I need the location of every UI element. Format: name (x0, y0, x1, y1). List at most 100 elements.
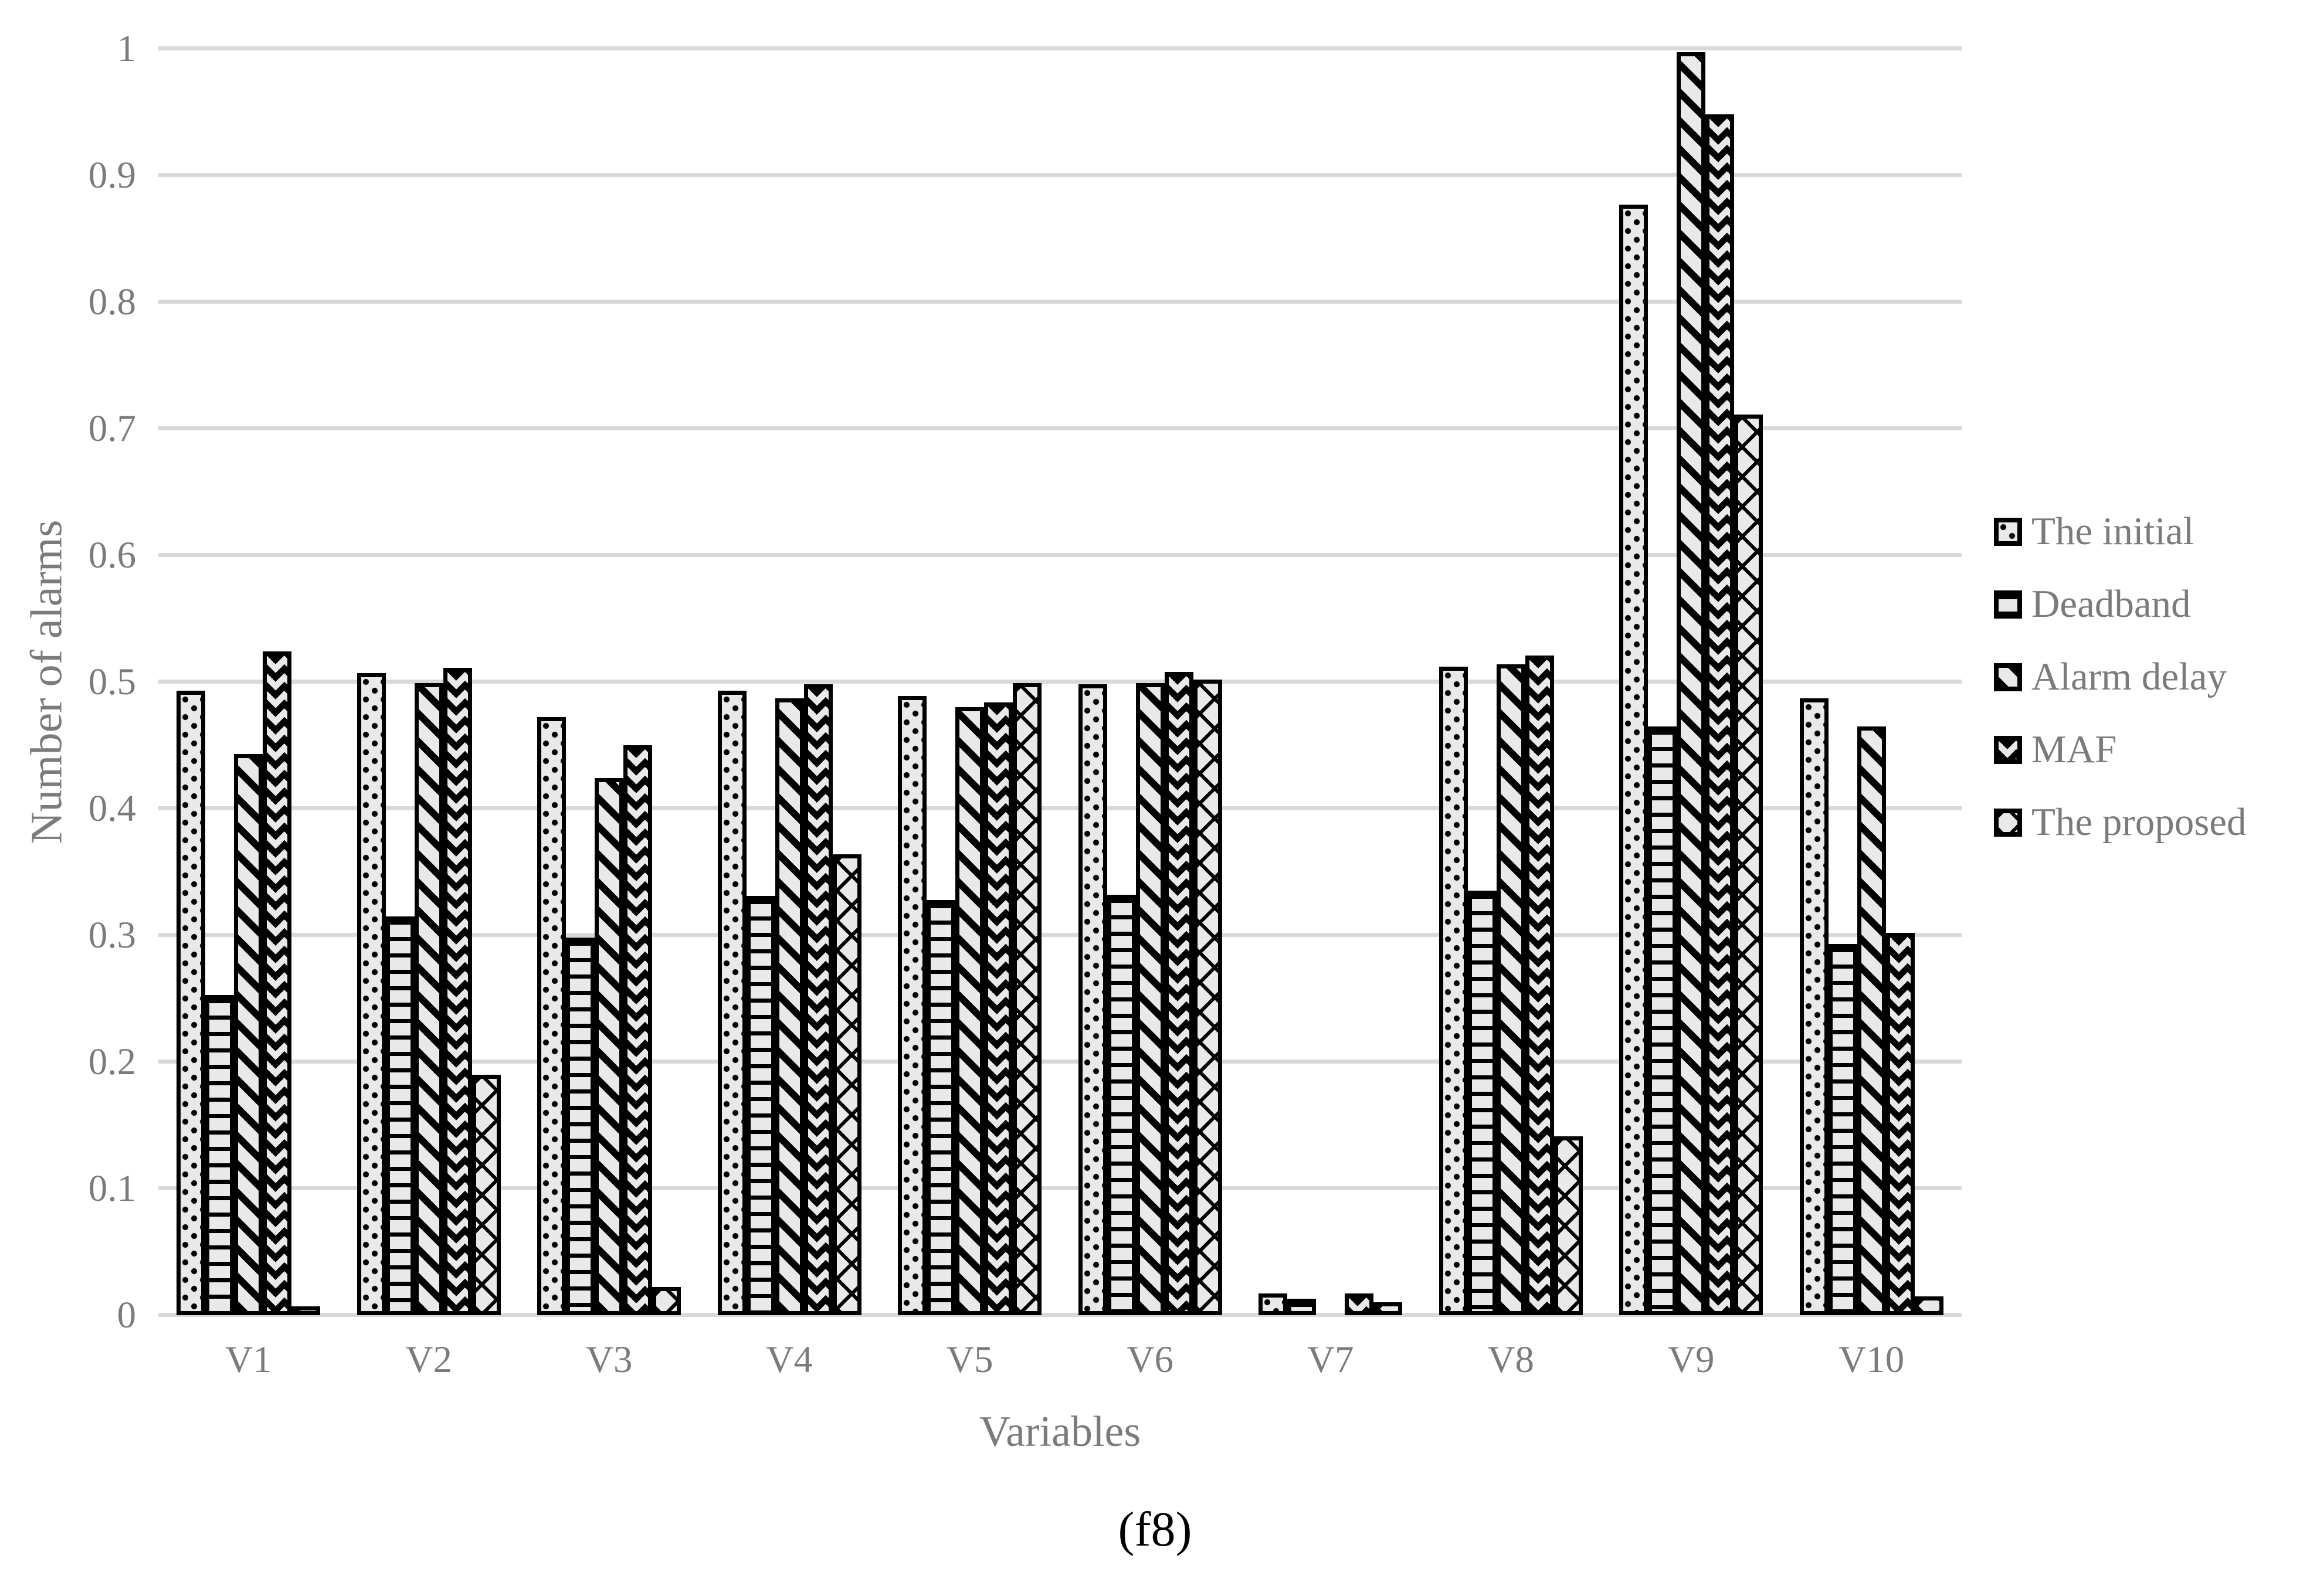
bar (832, 854, 861, 1315)
bar (898, 696, 927, 1315)
bar-group-v9 (1601, 49, 1782, 1315)
bar (263, 651, 292, 1315)
y-tick-label: 0.8 (88, 281, 136, 323)
gridline (158, 1060, 1962, 1064)
bar (595, 778, 624, 1315)
bar (414, 683, 443, 1315)
bar (1525, 656, 1554, 1315)
bar (803, 684, 833, 1315)
bar (234, 754, 263, 1315)
bar (291, 1306, 321, 1315)
bar-group-v7 (1240, 49, 1421, 1315)
legend-item: The initial (1994, 509, 2247, 554)
x-tick-label: V3 (586, 1339, 633, 1381)
bar (1496, 664, 1525, 1315)
legend-label: MAF (2031, 728, 2117, 771)
bar-group-v8 (1421, 49, 1602, 1315)
bar-group-v6 (1060, 49, 1241, 1315)
bar (357, 673, 386, 1315)
x-tick-label: V1 (225, 1339, 272, 1381)
y-tick-label: 0.5 (88, 661, 136, 703)
bar-group-v5 (880, 49, 1060, 1315)
bar (1648, 726, 1677, 1315)
legend-marker-icon (1994, 663, 2022, 691)
gridline (158, 426, 1962, 430)
y-tick-label: 1 (117, 28, 137, 70)
bar-group-v1 (158, 49, 339, 1315)
bar (205, 995, 235, 1315)
bar-group-v2 (339, 49, 520, 1315)
bar (566, 938, 595, 1315)
x-tick-label: V4 (766, 1339, 813, 1381)
bar (1553, 1136, 1583, 1315)
legend-item: MAF (1994, 727, 2247, 772)
x-tick-label: V5 (947, 1339, 993, 1381)
plot-area (158, 46, 1962, 1317)
bar (1734, 415, 1763, 1315)
gridline (158, 173, 1962, 177)
x-tick-label: V8 (1487, 1339, 1534, 1381)
bar (652, 1287, 681, 1315)
x-tick-label: V2 (405, 1339, 452, 1381)
bar (1619, 205, 1648, 1315)
bar (443, 668, 472, 1315)
bar (1164, 672, 1193, 1315)
gridline (158, 553, 1962, 557)
legend-label: Alarm delay (2031, 655, 2227, 698)
bar (746, 896, 775, 1315)
bar (1677, 52, 1706, 1315)
bar (1885, 933, 1915, 1315)
x-tick-label: V7 (1307, 1339, 1354, 1381)
bar-group-v10 (1782, 49, 1962, 1315)
legend-label: Deadband (2031, 582, 2191, 626)
y-tick-label: 0.2 (88, 1041, 136, 1083)
bar-group-v3 (519, 49, 700, 1315)
bar (1799, 698, 1829, 1315)
y-tick-label: 0.7 (88, 408, 136, 450)
y-axis-tick-labels: 0 0.1 0.2 0.3 0.4 0.5 0.6 0.7 0.8 0.9 1 (0, 28, 136, 1336)
bar-group-v4 (700, 49, 880, 1315)
legend-marker-icon (1994, 517, 2022, 546)
legend-marker-icon (1994, 808, 2022, 837)
bar (775, 698, 804, 1315)
bar (984, 702, 1013, 1315)
figure-caption: (f8) (1118, 1502, 1192, 1557)
x-tick-label: V10 (1838, 1339, 1905, 1381)
bar (1439, 667, 1468, 1315)
bar (472, 1075, 501, 1315)
bar (1345, 1293, 1374, 1315)
bar (1857, 726, 1886, 1315)
legend-item: The proposed (1994, 800, 2247, 845)
bar (1107, 895, 1136, 1315)
gridline (158, 46, 1962, 50)
legend-label: The initial (2031, 510, 2194, 553)
bar (1078, 684, 1107, 1315)
y-tick-label: 0 (117, 1294, 137, 1336)
bar (1467, 891, 1497, 1315)
legend-marker-icon (1994, 590, 2022, 619)
legend-label: The proposed (2031, 800, 2247, 844)
y-tick-label: 0.1 (88, 1167, 136, 1210)
bar (1705, 114, 1735, 1315)
y-tick-label: 0.3 (88, 914, 136, 956)
bar (1373, 1302, 1403, 1315)
bar (1259, 1293, 1288, 1315)
bar (1828, 944, 1857, 1315)
gridline (158, 1186, 1962, 1190)
y-tick-label: 0.9 (88, 154, 136, 196)
gridline (158, 1313, 1962, 1317)
legend-item: Deadband (1994, 582, 2247, 627)
bar (1287, 1299, 1317, 1315)
gridline (158, 300, 1962, 304)
bar (1914, 1296, 1943, 1315)
x-tick-label: V9 (1668, 1339, 1715, 1381)
bar (1013, 683, 1042, 1315)
legend: The initial Deadband Alarm delay MAF The pro… (1994, 509, 2247, 845)
bar (623, 745, 653, 1315)
x-axis-tick-labels: V1 V2 V3 V4 V5 V6 V7 V8 V9 V10 (158, 1338, 1962, 1382)
bar-groups (158, 49, 1962, 1315)
legend-item: Alarm delay (1994, 654, 2247, 699)
y-tick-label: 0.6 (88, 534, 136, 576)
gridline (158, 806, 1962, 810)
